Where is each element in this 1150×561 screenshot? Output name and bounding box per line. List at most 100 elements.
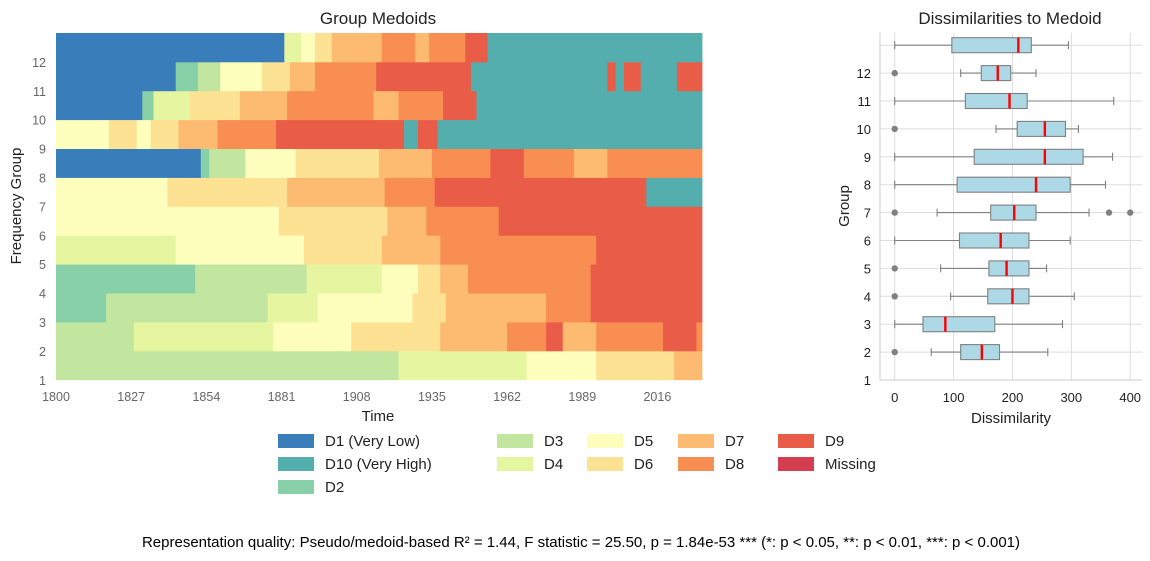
right-y-tick-label: 1 (864, 373, 871, 388)
sequence-segment (275, 119, 346, 149)
left-x-tick-label: 2016 (643, 390, 671, 404)
sequence-segment (287, 90, 374, 121)
sequence-segment (431, 148, 491, 178)
sequence-segment (384, 177, 436, 207)
right-x-tick-label: 400 (1119, 390, 1141, 405)
sequence-rows (56, 33, 703, 381)
sequence-segment (295, 148, 380, 178)
legend-label: D1 (Very Low) (325, 432, 421, 450)
iqr-box (964, 92, 1028, 110)
legend-label: D6 (634, 455, 654, 473)
left-y-tick-label: 12 (32, 56, 46, 70)
sequence-index-panel: Group Medoids 1800 1827 1854 1881 1908 1935 19… (8, 9, 703, 425)
boxplot-box-group (891, 288, 1075, 305)
sequence-segment (590, 264, 703, 294)
left-x-tick-label: 1827 (117, 390, 145, 404)
right-y-tick-label: 12 (857, 66, 871, 81)
sequence-segment (284, 33, 302, 63)
legend-label: D4 (544, 455, 564, 473)
left-y-tick-label: 7 (39, 200, 46, 214)
right-y-tick-label: 7 (864, 206, 871, 221)
sequence-segment (56, 235, 177, 265)
legend-item: D7 (678, 432, 744, 450)
sequence-segment (56, 33, 285, 63)
sequence-segment (331, 33, 383, 63)
sequence-segment (198, 61, 221, 92)
legend-item: D8 (678, 455, 744, 473)
sequence-segment (590, 293, 703, 323)
sequence-segment (56, 61, 177, 92)
sequence-segment (440, 264, 469, 294)
left-y-tick-label: 9 (39, 143, 46, 157)
sequence-segment (262, 61, 291, 92)
legend-label: D5 (634, 432, 654, 450)
iqr-box (951, 37, 1032, 54)
left-x-tick-label: 1854 (192, 390, 220, 404)
sequence-segment (56, 206, 280, 236)
legend-label: D9 (825, 432, 845, 450)
legend-swatch (778, 457, 814, 471)
sequence-segment (465, 33, 488, 63)
sequence-segment (562, 322, 597, 352)
right-y-tick-label: 10 (857, 122, 871, 137)
sequence-segment (429, 33, 466, 63)
sequence-segment (487, 33, 703, 63)
sequence-segment (624, 61, 642, 92)
legend-label: D10 (Very High) (325, 455, 432, 473)
right-x-tick-label: 300 (1060, 390, 1082, 405)
sequence-segment (379, 119, 405, 149)
sequence-segment (498, 235, 597, 265)
legend-item: D6 (587, 455, 653, 473)
sequence-segment (443, 90, 477, 121)
legend-swatch (678, 457, 714, 471)
sequence-segment (440, 235, 500, 265)
left-y-tick-label: 3 (39, 316, 46, 330)
sequence-segment (415, 33, 430, 63)
right-x-tick-label: 100 (943, 390, 965, 405)
legend-item: D10 (Very High) (278, 455, 432, 473)
sequence-segment (56, 119, 110, 149)
sequence-segment (195, 264, 307, 294)
sequence-segment (200, 148, 210, 178)
right-y-tick-label: 9 (864, 150, 871, 165)
sequence-segment (640, 61, 678, 92)
legend-item: D1 (Very Low) (278, 432, 420, 450)
right-chart-title: Dissimilarities to Medoid (918, 9, 1101, 28)
left-y-tick-label: 5 (39, 258, 46, 272)
sequence-segment (56, 293, 107, 323)
legend-item: D9 (778, 432, 844, 450)
right-y-tick-label: 5 (864, 261, 871, 276)
sequence-segment (273, 322, 352, 352)
sequence-segment (546, 264, 592, 294)
sequence-segment (417, 119, 438, 149)
sequence-segment (108, 119, 138, 149)
legend-swatch (587, 457, 623, 471)
sequence-segment (596, 322, 664, 352)
right-y-tick-label: 8 (864, 178, 871, 193)
sequence-segment (189, 90, 241, 121)
boxplot-panel: Dissimilarities to Medoid 0 100 200 300 400 … (836, 9, 1142, 427)
legend-label: D2 (325, 478, 345, 496)
sequence-segment (106, 293, 269, 323)
sequence-segment (220, 61, 263, 92)
iqr-box (973, 148, 1084, 165)
legend-item: D5 (587, 432, 653, 450)
sequence-segment (468, 264, 508, 294)
sequence-segment (415, 61, 472, 92)
legend: D1 (Very Low) D10 (Very High) D2 D3 D4 D5 D6 D7… (278, 432, 918, 504)
sequence-segment (373, 90, 399, 121)
sequence-segment (476, 90, 703, 121)
iqr-box (987, 288, 1030, 305)
sequence-segment (523, 148, 575, 178)
boxplot-box-group (894, 176, 1107, 193)
sequence-segment (381, 33, 416, 63)
right-y-axis-label: Group (836, 185, 853, 227)
sequence-segment (607, 61, 617, 92)
sequence-segment (351, 322, 441, 352)
legend-swatch (278, 480, 314, 494)
sequence-segment (175, 235, 305, 265)
left-x-tick-label: 1935 (418, 390, 446, 404)
